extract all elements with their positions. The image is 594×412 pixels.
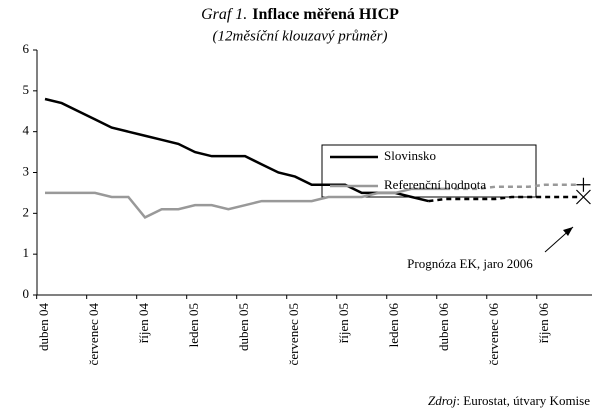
y-tick-label: 1 <box>23 245 30 260</box>
y-tick-label: 4 <box>23 123 30 138</box>
source-label: Zdroj <box>428 393 457 408</box>
y-tick-label: 5 <box>23 82 30 97</box>
forecast-line <box>445 183 579 191</box>
x-tick-label: duben 05 <box>236 303 251 351</box>
arrow-head <box>563 227 573 236</box>
y-tick-label: 3 <box>23 163 30 178</box>
annotation: Prognóza EK, jaro 2006 <box>407 256 533 271</box>
series-line <box>45 187 446 219</box>
forecast-line <box>428 195 579 203</box>
forecast-marker <box>576 189 591 205</box>
y-tick-label: 6 <box>23 41 30 56</box>
chart-title: Graf 1. Inflace měřená HICP <box>201 6 399 23</box>
x-tick-label: červenec 06 <box>486 303 501 366</box>
y-tick-label: 2 <box>23 204 30 219</box>
forecast-marker <box>576 177 591 192</box>
source: Zdroj: Eurostat, útvary Komise <box>428 393 590 408</box>
subtitle: (12měsíční klouzavý průměr) <box>213 28 388 44</box>
x-tick-label: duben 04 <box>36 303 51 352</box>
source-text: : Eurostat, útvary Komise <box>456 393 590 408</box>
title: Inflace měřená HICP <box>252 6 399 23</box>
legend-label: Referenční hodnota <box>384 177 486 192</box>
x-tick-label: červenec 05 <box>286 303 301 365</box>
y-tick-label: 0 <box>23 286 30 301</box>
x-tick-label: leden 05 <box>186 303 201 347</box>
legend-label: Slovinsko <box>384 148 436 163</box>
title-prefix: Graf 1. <box>201 6 247 23</box>
x-tick-label: říjen 05 <box>336 303 351 343</box>
x-tick-label: říjen 06 <box>536 303 551 344</box>
x-tick-label: říjen 04 <box>136 303 151 344</box>
series-line <box>44 97 429 203</box>
x-tick-label: duben 06 <box>436 303 451 352</box>
x-tick-label: leden 06 <box>386 303 401 348</box>
x-tick-label: červenec 04 <box>86 303 101 366</box>
